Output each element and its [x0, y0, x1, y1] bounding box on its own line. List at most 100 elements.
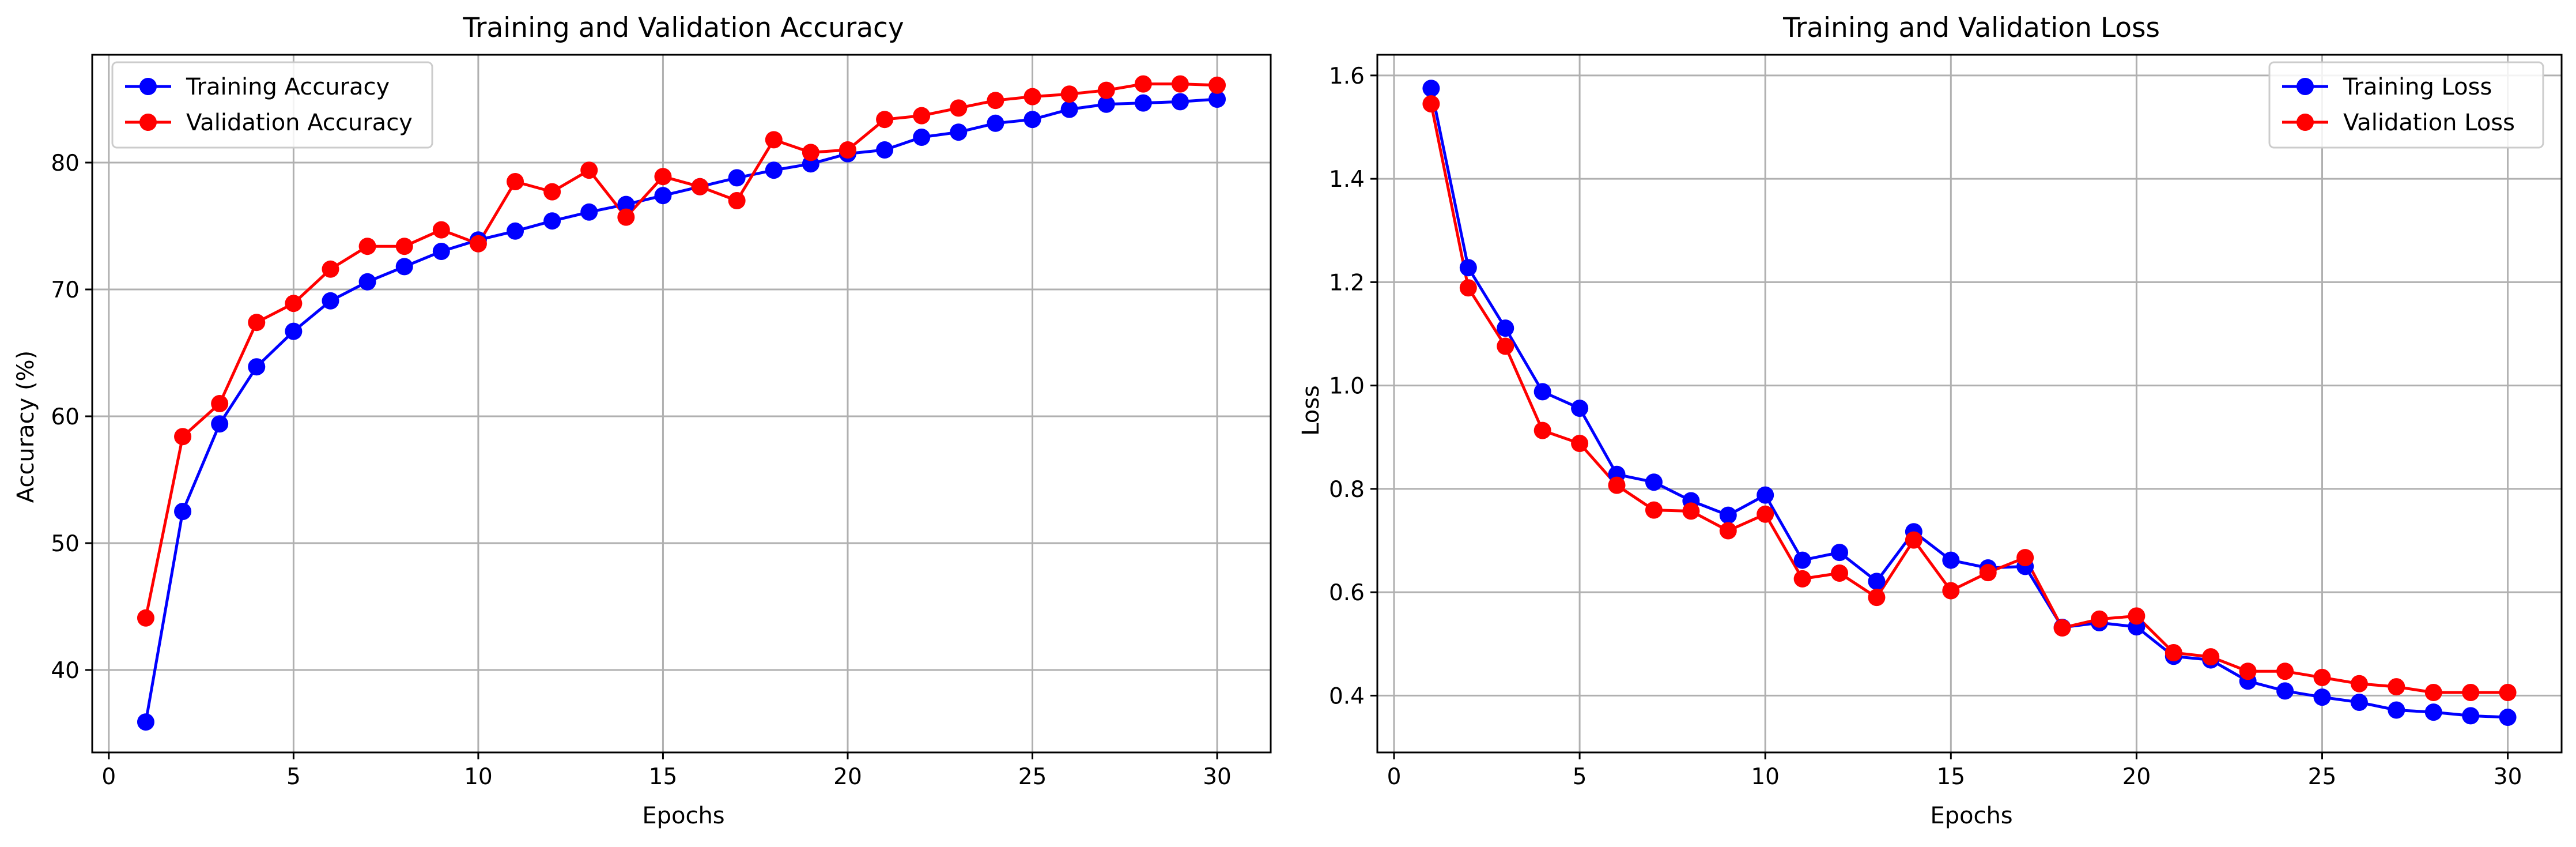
loss-x-tick-label: 10: [1751, 764, 1780, 790]
accuracy-legend-box: [111, 61, 433, 149]
accuracy-data-point: [358, 273, 376, 291]
accuracy-data-point: [913, 107, 931, 125]
accuracy-x-tick-label: 25: [1018, 764, 1047, 790]
accuracy-series-lines: [144, 82, 1218, 722]
accuracy-x-axis-label: Epochs: [642, 803, 724, 829]
accuracy-data-point: [654, 187, 672, 205]
accuracy-data-point: [543, 212, 561, 230]
accuracy-data-point: [358, 238, 376, 255]
accuracy-data-point: [1023, 88, 1041, 106]
loss-y-tick-label: 1.4: [1329, 167, 1365, 193]
loss-data-point: [1459, 279, 1477, 297]
loss-x-tick-label: 0: [1387, 764, 1402, 790]
loss-data-point: [1942, 551, 1960, 569]
loss-data-point: [1757, 505, 1774, 523]
loss-legend-marker: [2297, 114, 2314, 131]
accuracy-y-tick-label: 50: [51, 531, 80, 557]
loss-legend-box: [2268, 61, 2544, 149]
loss-data-point: [1497, 319, 1514, 337]
accuracy-series-line-0: [144, 97, 1218, 722]
loss-data-point: [2424, 684, 2442, 702]
loss-data-point: [2276, 682, 2294, 700]
accuracy-x-tick-label: 5: [286, 764, 301, 790]
accuracy-data-point: [137, 609, 154, 627]
loss-data-point: [1868, 573, 1886, 590]
loss-y-tick-label: 0.4: [1329, 683, 1365, 709]
accuracy-legend-label: Validation Accuracy: [186, 110, 413, 136]
accuracy-data-point: [987, 114, 1004, 132]
loss-x-tick-label: 25: [2308, 764, 2337, 790]
accuracy-ticks: 0 5 10 15 20 25 30 40 50 60 70 80: [51, 150, 1232, 790]
accuracy-data-point: [728, 192, 746, 209]
loss-x-tick-label: 5: [1573, 764, 1587, 790]
loss-data-point: [1831, 544, 1849, 562]
loss-x-axis-label: Epochs: [1930, 803, 2012, 829]
loss-legend: Training Loss Validation Loss: [2268, 61, 2544, 149]
accuracy-y-tick-label: 60: [51, 404, 80, 430]
loss-y-tick-label: 0.6: [1329, 580, 1365, 606]
loss-data-point: [1793, 551, 1811, 569]
loss-ticks: 0 5 10 15 20 25 30 0.4 0.6 0.8 1.0 1.2 1.4 1.6: [1329, 63, 2522, 790]
loss-series-line-1: [1429, 103, 2508, 694]
accuracy-axes-frame: [91, 54, 1272, 754]
accuracy-data-point: [137, 713, 154, 731]
accuracy-data-point: [432, 243, 450, 260]
loss-data-point: [1719, 506, 1737, 524]
loss-data-point: [1533, 421, 1551, 439]
loss-data-point: [2462, 707, 2480, 725]
loss-data-point: [1571, 400, 1589, 417]
loss-plot-frame: [1376, 54, 2563, 754]
loss-y-tick-label: 0.8: [1329, 477, 1365, 503]
accuracy-chart-title: Training and Validation Accuracy: [462, 12, 904, 44]
loss-data-point: [1422, 95, 1440, 113]
loss-y-tick-label: 1.2: [1329, 270, 1365, 296]
loss-data-point: [1831, 564, 1849, 582]
accuracy-data-point: [617, 208, 635, 226]
loss-data-point: [2276, 662, 2294, 680]
accuracy-data-point: [580, 203, 598, 221]
loss-data-point: [1757, 486, 1774, 504]
loss-axes-frame: [1376, 54, 2563, 754]
accuracy-data-point: [1060, 100, 1078, 118]
accuracy-data-point: [322, 260, 339, 278]
accuracy-data-point: [1023, 111, 1041, 129]
accuracy-data-point: [765, 161, 783, 179]
accuracy-x-tick-label: 10: [464, 764, 493, 790]
accuracy-legend-marker: [139, 78, 157, 95]
accuracy-data-point: [1208, 76, 1226, 94]
loss-y-axis-label: Loss: [1298, 385, 1324, 436]
accuracy-data-point: [1060, 85, 1078, 103]
accuracy-data-point: [580, 161, 598, 179]
loss-data-point: [1942, 582, 1960, 600]
loss-data-point: [2388, 701, 2405, 719]
accuracy-data-point: [617, 195, 635, 213]
accuracy-data-point: [285, 322, 303, 340]
accuracy-data-point: [691, 178, 709, 195]
accuracy-series-line-1: [144, 82, 1218, 619]
accuracy-data-point: [765, 131, 783, 149]
loss-data-point: [1645, 473, 1663, 491]
loss-series-line-0: [1429, 88, 2508, 719]
accuracy-data-point: [469, 235, 487, 253]
accuracy-data-point: [1097, 81, 1115, 99]
accuracy-x-tick-label: 30: [1203, 764, 1232, 790]
loss-legend-label: Validation Loss: [2343, 110, 2515, 136]
loss-data-point: [2350, 694, 2368, 712]
accuracy-data-point: [285, 295, 303, 313]
accuracy-x-tick-label: 20: [833, 764, 862, 790]
accuracy-data-point: [1134, 75, 1152, 93]
loss-chart: 0 5 10 15 20 25 30 0.4 0.6 0.8 1.0 1.2 1.4 1.6 Traini…: [1298, 12, 2563, 829]
accuracy-data-point: [211, 415, 229, 433]
loss-y-tick-label: 1.0: [1329, 374, 1365, 400]
loss-data-point: [1719, 522, 1737, 540]
loss-data-point: [1497, 337, 1514, 355]
loss-data-point: [1979, 564, 1997, 582]
accuracy-legend: Training Accuracy Validation Accuracy: [111, 61, 433, 149]
loss-data-point: [2350, 675, 2368, 692]
loss-chart-title: Training and Validation Loss: [1782, 12, 2160, 44]
accuracy-data-point: [802, 144, 819, 161]
loss-data-point: [2313, 688, 2331, 706]
loss-data-point: [2462, 684, 2480, 702]
loss-x-tick-label: 30: [2494, 764, 2522, 790]
accuracy-y-tick-label: 40: [51, 658, 80, 684]
